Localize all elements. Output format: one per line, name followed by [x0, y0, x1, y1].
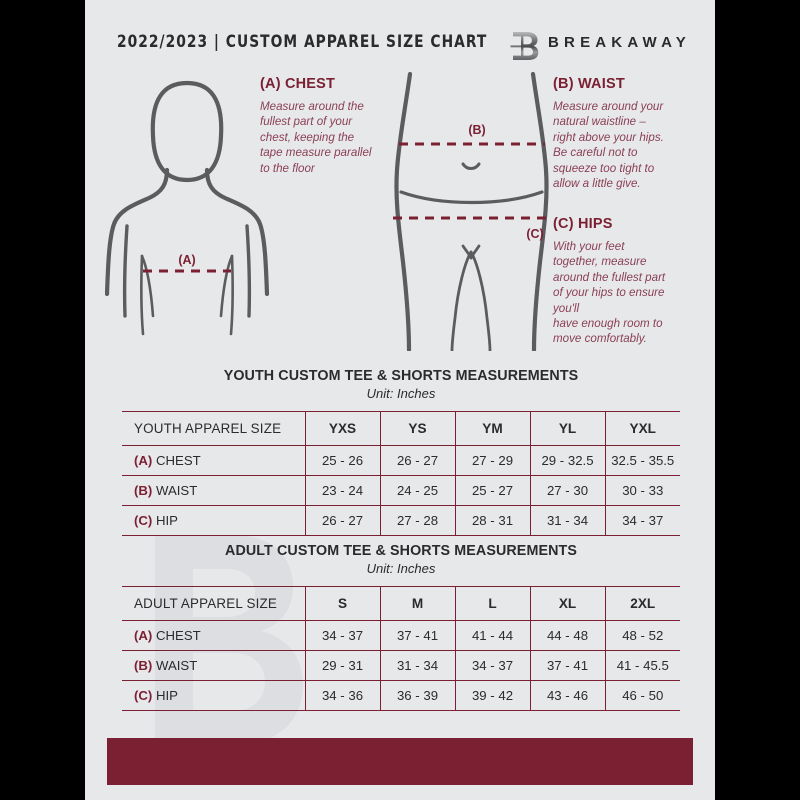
size-chart-page: 2022/2023 | CUSTOM APPAREL SIZE CHART BR… — [85, 0, 715, 800]
adult-cell-0-0: 34 - 37 — [305, 620, 381, 651]
adult-section-title: ADULT CUSTOM TEE & SHORTS MEASUREMENTS — [225, 543, 577, 559]
hips-marker-label: (C) — [526, 227, 543, 241]
adult-col-3: XL — [530, 586, 606, 621]
measure-name: WAIST — [155, 483, 198, 498]
youth-cell-1-4: 30 - 33 — [605, 475, 680, 506]
measure-name: HIP — [155, 688, 178, 703]
table-row: (C) HIP 26 - 27 27 - 28 28 - 31 31 - 34 … — [122, 505, 680, 536]
youth-col-1: YS — [380, 411, 456, 446]
breakaway-b-logo-icon — [510, 32, 539, 60]
adult-cell-0-4: 48 - 52 — [605, 620, 680, 651]
adult-cell-0-2: 41 - 44 — [455, 620, 531, 651]
callout-hips: (C) HIPS With your feet together, measur… — [553, 216, 703, 347]
adult-cell-2-3: 43 - 46 — [530, 680, 606, 711]
youth-col-3: YL — [530, 411, 606, 446]
adult-row-2-label: (C) HIP — [122, 680, 306, 711]
youth-col-4: YXL — [605, 411, 680, 446]
youth-section-title: YOUTH CUSTOM TEE & SHORTS MEASUREMENTS — [223, 368, 579, 384]
measure-code: (B) — [134, 658, 153, 673]
brand-wordmark: BREAKAWAY — [548, 34, 691, 51]
adult-size-table: ADULT APPAREL SIZE S M L XL 2XL (A) CHES… — [122, 586, 680, 711]
youth-cell-2-1: 27 - 28 — [380, 505, 456, 536]
measure-code: (B) — [134, 483, 153, 498]
table-row: (C) HIP 34 - 36 36 - 39 39 - 42 43 - 46 … — [122, 680, 680, 711]
adult-col-4: 2XL — [605, 586, 680, 621]
callout-waist: (B) WAIST Measure around your natural wa… — [553, 76, 703, 191]
adult-table-body: ADULT APPAREL SIZE S M L XL 2XL (A) CHES… — [122, 586, 680, 711]
youth-col-2: YM — [455, 411, 531, 446]
youth-cell-2-3: 31 - 34 — [530, 505, 606, 536]
youth-cell-0-4: 32.5 - 35.5 — [605, 445, 680, 476]
youth-cell-2-4: 34 - 37 — [605, 505, 680, 536]
adult-cell-1-3: 37 - 41 — [530, 650, 606, 681]
table-header-row: ADULT APPAREL SIZE S M L XL 2XL — [122, 586, 680, 621]
adult-cell-1-1: 31 - 34 — [380, 650, 456, 681]
callout-waist-body: Measure around your natural waistline – … — [553, 100, 664, 191]
adult-section-unit: Unit: Inches — [366, 561, 436, 576]
measure-name: CHEST — [155, 628, 201, 643]
adult-size-header: ADULT APPAREL SIZE — [122, 586, 306, 621]
measure-name: CHEST — [155, 453, 201, 468]
youth-row-1-label: (B) WAIST — [122, 475, 306, 506]
adult-cell-2-1: 36 - 39 — [380, 680, 456, 711]
youth-cell-1-3: 27 - 30 — [530, 475, 606, 506]
table-row: (A) CHEST 25 - 26 26 - 27 27 - 29 29 - 3… — [122, 445, 680, 476]
youth-cell-0-1: 26 - 27 — [380, 445, 456, 476]
adult-cell-1-2: 34 - 37 — [455, 650, 531, 681]
adult-section: ADULT CUSTOM TEE & SHORTS MEASUREMENTS U… — [122, 543, 680, 711]
measure-name: WAIST — [155, 658, 198, 673]
youth-cell-0-0: 25 - 26 — [305, 445, 381, 476]
youth-table-body: YOUTH APPAREL SIZE YXS YS YM YL YXL (A) … — [122, 411, 680, 536]
callout-chest-title: (A) CHEST — [260, 76, 336, 92]
waist-marker-label: (B) — [468, 123, 485, 137]
callout-hips-body: With your feet together, measure around … — [553, 240, 666, 346]
adult-cell-1-4: 41 - 45.5 — [605, 650, 680, 681]
measure-code: (A) — [134, 453, 153, 468]
measurement-diagrams: (A) (B) ( — [85, 66, 715, 356]
adult-cell-0-3: 44 - 48 — [530, 620, 606, 651]
youth-section-unit: Unit: Inches — [366, 386, 436, 401]
adult-cell-1-0: 29 - 31 — [305, 650, 381, 681]
table-row: (A) CHEST 34 - 37 37 - 41 41 - 44 44 - 4… — [122, 620, 680, 651]
upper-body-figure: (A) — [105, 80, 270, 336]
adult-cell-2-2: 39 - 42 — [455, 680, 531, 711]
table-header-row: YOUTH APPAREL SIZE YXS YS YM YL YXL — [122, 411, 680, 446]
youth-cell-2-2: 28 - 31 — [455, 505, 531, 536]
youth-cell-0-2: 27 - 29 — [455, 445, 531, 476]
lower-body-figure: (B) (C) — [393, 71, 551, 351]
page-title: 2022/2023 | CUSTOM APPAREL SIZE CHART — [117, 32, 488, 51]
adult-row-1-label: (B) WAIST — [122, 650, 306, 681]
adult-col-2: L — [455, 586, 531, 621]
adult-cell-0-1: 37 - 41 — [380, 620, 456, 651]
callout-hips-title: (C) HIPS — [553, 216, 613, 232]
youth-cell-1-0: 23 - 24 — [305, 475, 381, 506]
measure-code: (A) — [134, 628, 153, 643]
page-header: 2022/2023 | CUSTOM APPAREL SIZE CHART BR… — [85, 28, 715, 62]
adult-col-0: S — [305, 586, 381, 621]
measure-name: HIP — [155, 513, 178, 528]
table-row: (B) WAIST 23 - 24 24 - 25 25 - 27 27 - 3… — [122, 475, 680, 506]
table-row: (B) WAIST 29 - 31 31 - 34 34 - 37 37 - 4… — [122, 650, 680, 681]
callout-chest: (A) CHEST Measure around the fullest par… — [260, 76, 405, 176]
callout-chest-body: Measure around the fullest part of your … — [260, 100, 372, 175]
youth-cell-0-3: 29 - 32.5 — [530, 445, 606, 476]
youth-size-header: YOUTH APPAREL SIZE — [122, 411, 306, 446]
adult-col-1: M — [380, 586, 456, 621]
adult-cell-2-0: 34 - 36 — [305, 680, 381, 711]
footer-bar — [107, 738, 693, 785]
measure-code: (C) — [134, 513, 153, 528]
youth-size-table: YOUTH APPAREL SIZE YXS YS YM YL YXL (A) … — [122, 411, 680, 536]
youth-cell-2-0: 26 - 27 — [305, 505, 381, 536]
adult-row-0-label: (A) CHEST — [122, 620, 306, 651]
youth-section: YOUTH CUSTOM TEE & SHORTS MEASUREMENTS U… — [122, 368, 680, 536]
callout-waist-title: (B) WAIST — [553, 76, 625, 92]
adult-cell-2-4: 46 - 50 — [605, 680, 680, 711]
youth-cell-1-1: 24 - 25 — [380, 475, 456, 506]
measure-code: (C) — [134, 688, 153, 703]
youth-row-2-label: (C) HIP — [122, 505, 306, 536]
chest-marker-label: (A) — [178, 253, 195, 267]
youth-cell-1-2: 25 - 27 — [455, 475, 531, 506]
youth-row-0-label: (A) CHEST — [122, 445, 306, 476]
youth-col-0: YXS — [305, 411, 381, 446]
